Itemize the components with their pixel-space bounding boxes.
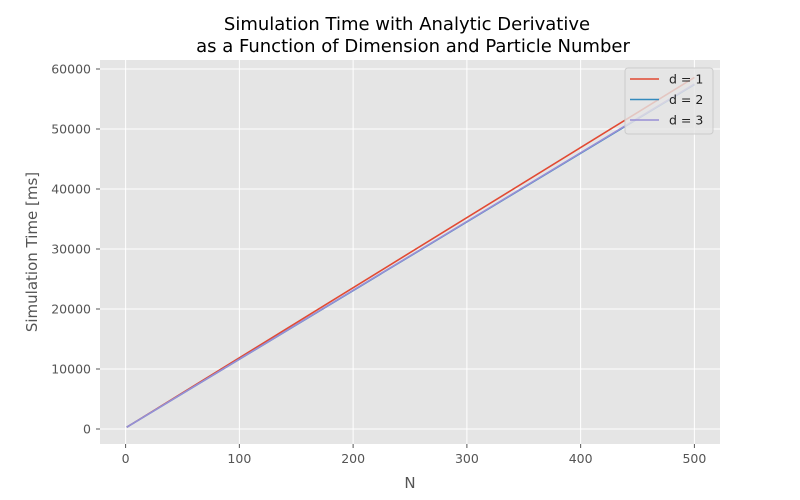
x-tick-label: 500 [682, 451, 706, 466]
y-tick-label: 20000 [51, 302, 91, 317]
x-tick-label: 400 [569, 451, 593, 466]
y-tick-label: 30000 [51, 242, 91, 257]
x-tick-label: 300 [455, 451, 479, 466]
legend-box [624, 67, 714, 135]
axis-ticks: 0 100 200 300 400 500 0 10000 20000 30000 40000 500… [51, 62, 706, 467]
legend-label-d2: d = 2 [669, 92, 703, 107]
legend-label-d1: d = 1 [669, 72, 703, 87]
y-tick-label: 50000 [51, 122, 91, 137]
y-tick-label: 10000 [51, 362, 91, 377]
x-tick-label: 200 [341, 451, 365, 466]
legend-label-d3: d = 3 [669, 113, 703, 128]
y-tick-label: 60000 [51, 62, 91, 77]
series-lines [126, 76, 695, 428]
legend: d = 1 d = 2 d = 3 [624, 67, 714, 135]
y-tick-label: 40000 [51, 182, 91, 197]
y-axis-label: Simulation Time [ms] [23, 172, 41, 332]
series-line-d3 [126, 83, 695, 428]
x-tick-label: 0 [122, 451, 130, 466]
x-tick-label: 100 [227, 451, 251, 466]
grid [100, 60, 720, 444]
series-line-d1 [126, 76, 695, 428]
y-tick-label: 0 [83, 422, 91, 437]
chart-title-line-2: as a Function of Dimension and Particle … [196, 36, 630, 57]
x-axis-label: N [404, 474, 415, 492]
legend-items: d = 1 d = 2 d = 3 [630, 72, 703, 128]
chart-title-line-1: Simulation Time with Analytic Derivative [224, 14, 590, 35]
